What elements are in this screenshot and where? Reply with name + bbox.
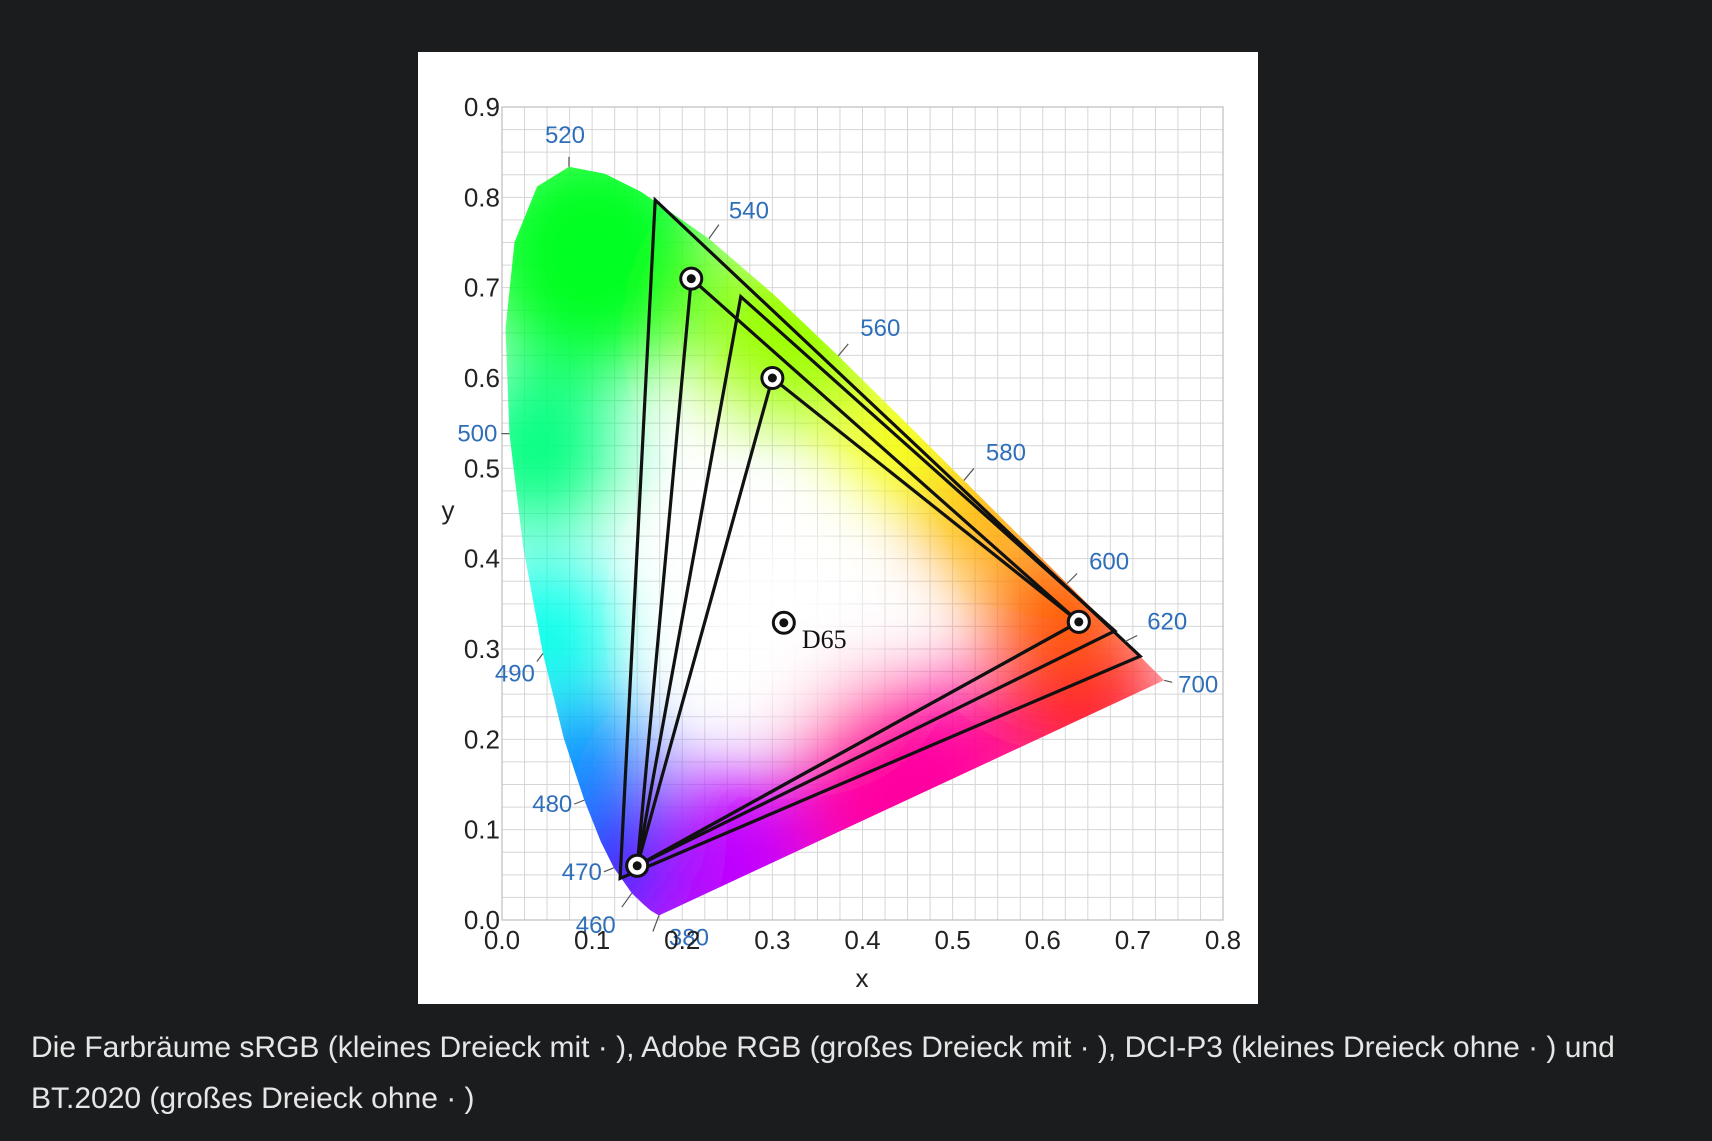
figure-caption: Die Farbräume sRGB (kleines Dreieck mit … [31, 1031, 1615, 1115]
wavelength-tick [603, 867, 615, 873]
x-tick-label: 0.3 [754, 925, 790, 955]
wavelength-label: 460 [576, 912, 616, 939]
primary-markers: D65 [625, 266, 1091, 878]
chart-panel: D65 520 540 560 580 600 620 700 500 490 480 470 460… [418, 52, 1258, 1004]
x-tick-label: 0.4 [844, 925, 880, 955]
wavelength-tick [1066, 573, 1078, 584]
wavelength-label: 470 [562, 859, 602, 886]
spectral-locus-fill [505, 166, 1165, 916]
x-tick-label: 0.2 [664, 925, 700, 955]
red-primary-marker-dot [1074, 617, 1084, 627]
white-point-marker [771, 610, 796, 635]
plot-frame [501, 106, 1224, 921]
blue-primary-marker [625, 853, 650, 878]
wavelength-label: 540 [729, 198, 769, 225]
wavelength-label: 380 [669, 924, 709, 951]
y-tick-label: 0.1 [464, 815, 500, 845]
y-axis-title: y [442, 495, 455, 525]
gamut-triangles [618, 196, 1143, 881]
wavelength-tick [536, 653, 544, 662]
gamut-triangle [635, 293, 1118, 869]
axis-titles: x y [442, 495, 869, 993]
x-tick-label: 0.8 [1205, 925, 1241, 955]
white-point-label: D65 [802, 625, 847, 654]
green-primary-marker-dot [767, 373, 777, 383]
wavelength-label: 520 [545, 122, 585, 149]
wavelength-label: 580 [986, 439, 1026, 466]
wavelength-label: 560 [860, 315, 900, 342]
green-primary-marker [760, 366, 785, 390]
wavelength-label: 500 [457, 421, 497, 448]
wavelength-label: 620 [1147, 609, 1187, 636]
wavelength-tick [621, 892, 633, 908]
red-primary-marker [1066, 609, 1091, 634]
wavelength-tick [708, 224, 720, 239]
x-tick-label: 0.5 [935, 925, 971, 955]
color-blob [505, 369, 620, 532]
white-point-marker-dot [779, 618, 789, 628]
plot-border [501, 106, 1224, 921]
wavelength-label: 490 [495, 661, 535, 688]
green-primary-marker-dot [686, 274, 696, 284]
x-axis-title: x [856, 963, 869, 993]
wavelength-labels: 520 540 560 580 600 620 700 500 490 480 470 460 380 [457, 122, 1218, 952]
axis-ticks: 0.0 0.1 0.2 0.3 0.4 0.5 0.6 0.7 0.8 0.0 0.1 0.2 0.3 0… [464, 92, 1241, 955]
y-tick-label: 0.8 [464, 182, 500, 212]
x-tick-label: 0.7 [1115, 925, 1151, 955]
wavelength-tick [1164, 679, 1173, 683]
y-tick-label: 0.4 [464, 544, 500, 574]
gamut-triangle [635, 275, 1082, 869]
gamut-triangle [618, 196, 1143, 881]
y-tick-label: 0.5 [464, 453, 500, 483]
y-tick-label: 0.6 [464, 363, 500, 393]
x-tick-label: 0.0 [484, 925, 520, 955]
color-blobs [505, 166, 1165, 916]
x-tick-label: 0.6 [1025, 925, 1061, 955]
color-blob [619, 766, 836, 916]
y-tick-label: 0.2 [464, 724, 500, 754]
wavelength-tick [837, 343, 849, 357]
y-tick-label: 0.0 [464, 905, 500, 935]
wavelength-label: 700 [1178, 671, 1218, 698]
green-primary-marker [679, 266, 704, 291]
wavelength-tick [1124, 634, 1138, 643]
y-tick-label: 0.9 [464, 92, 500, 122]
blue-primary-marker-dot [632, 861, 642, 871]
chromaticity-chart: D65 520 540 560 580 600 620 700 500 490 480 470 460… [442, 92, 1242, 993]
y-tick-label: 0.3 [464, 634, 500, 664]
wavelength-tick [574, 799, 585, 805]
wavelength-tick [963, 468, 975, 481]
wavelength-label: 480 [532, 791, 572, 818]
x-tick-label: 0.1 [574, 925, 610, 955]
wavelength-label: 600 [1089, 549, 1129, 576]
y-tick-label: 0.7 [464, 273, 500, 303]
wavelength-tick [652, 915, 660, 932]
